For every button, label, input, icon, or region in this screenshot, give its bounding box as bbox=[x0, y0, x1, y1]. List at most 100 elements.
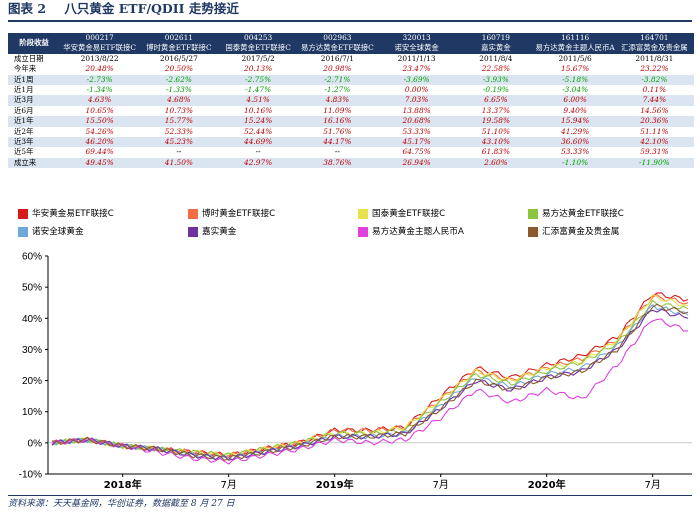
return-cell: 41.50% bbox=[139, 157, 219, 169]
return-cell: 23.22% bbox=[640, 64, 669, 74]
return-cell: 10.73% bbox=[164, 105, 193, 115]
table-row: 今年来 20.48% 20.50% 20.13% 20.98% 23.47% 22.58% 1… bbox=[8, 64, 694, 74]
return-cell: 10.16% bbox=[244, 105, 273, 115]
return-cell: -3.93% bbox=[456, 74, 536, 86]
return-cell: 20.48% bbox=[85, 64, 114, 74]
return-cell: 53.33% bbox=[561, 147, 590, 157]
fund-date: 2011/8/4 bbox=[456, 53, 536, 65]
source-note: 资料来源：天天基金网，华创证券，数据截至 8 月 27 日 bbox=[8, 495, 692, 512]
y-tick-label: 10% bbox=[22, 407, 42, 418]
fund-code: 320013 bbox=[377, 33, 457, 44]
return-cell: -1.47% bbox=[245, 85, 272, 95]
table-row: 近1周 -2.73% -2.62% -2.75% -2.71% -3.69% -3.93% -… bbox=[8, 74, 694, 86]
date-label: 成立日期 bbox=[8, 53, 60, 65]
y-tick-label: 20% bbox=[22, 376, 42, 387]
fund-name: 华安黄金易ETF联接C bbox=[60, 43, 140, 54]
return-cell: -11.90% bbox=[614, 157, 694, 169]
y-tick-label: 60% bbox=[22, 252, 42, 263]
return-cell: 15.94% bbox=[535, 116, 615, 127]
series-line bbox=[51, 308, 689, 461]
series-line bbox=[51, 294, 689, 458]
return-cell: -2.71% bbox=[297, 74, 377, 86]
legend-swatch bbox=[188, 226, 198, 237]
fund-code: 160719 bbox=[456, 33, 536, 44]
legend-item: 易方达黄金主题人民币A bbox=[358, 226, 464, 239]
row-label: 近6月 bbox=[14, 105, 34, 115]
x-tick-label: 2018年 bbox=[104, 478, 142, 491]
return-cell: 9.40% bbox=[563, 105, 587, 115]
fund-date: 2016/5/27 bbox=[139, 53, 219, 65]
table-row: 近1年 15.50% 15.77% 15.24% 16.16% 20.68% 19.58% 1… bbox=[8, 116, 694, 127]
return-cell: -3.82% bbox=[614, 74, 694, 86]
legend-item: 嘉实黄金 bbox=[188, 226, 236, 239]
fund-date: 2017/5/2 bbox=[218, 53, 298, 65]
line-chart: -10% 0% 10% 20% 30% 40% 50% 60% 2018年 7月 2019年 7月 20… bbox=[19, 252, 692, 491]
legend-item: 诺安全球黄金 bbox=[18, 226, 84, 239]
return-cell: 20.13% bbox=[244, 64, 273, 74]
legend-label: 博时黄金ETF联接C bbox=[202, 209, 276, 219]
row-label: 近3月 bbox=[8, 95, 60, 106]
return-cell: -2.62% bbox=[139, 74, 219, 86]
return-cell: 46.20% bbox=[60, 137, 140, 148]
return-cell: 7.03% bbox=[377, 95, 457, 106]
return-cell: -1.10% bbox=[535, 157, 615, 169]
return-cell: 6.65% bbox=[456, 95, 536, 106]
return-cell: 59.31% bbox=[640, 147, 669, 157]
return-cell: 13.88% bbox=[402, 105, 431, 115]
return-cell: 44.17% bbox=[297, 137, 377, 148]
y-tick-label: 30% bbox=[22, 345, 42, 356]
x-tick-label: 2019年 bbox=[316, 478, 354, 491]
return-cell: 44.69% bbox=[218, 137, 298, 148]
legend-item: 博时黄金ETF联接C bbox=[188, 208, 275, 221]
legend-label: 国泰黄金ETF联接C bbox=[372, 209, 446, 219]
table-row: 近5年 69.44% -- -- -- 64.75% 61.83% 53.33% 59.31% bbox=[8, 147, 694, 157]
x-tick-label: 7月 bbox=[220, 479, 236, 491]
return-cell: 52.44% bbox=[244, 126, 273, 136]
return-cell: 16.16% bbox=[297, 116, 377, 127]
return-cell: 4.68% bbox=[139, 95, 219, 106]
legend-item: 汇添富黄金及贵金属 bbox=[528, 226, 619, 239]
fund-code: 164701 bbox=[614, 33, 694, 44]
return-cell: -5.18% bbox=[535, 74, 615, 86]
table-row: 近3年 46.20% 45.23% 44.69% 44.17% 45.17% 43.10% 3… bbox=[8, 137, 694, 148]
performance-table: 阶段收益 000217 002611 004253 002963 320013 160719… bbox=[8, 33, 694, 169]
return-cell: 42.10% bbox=[614, 137, 694, 148]
return-cell: 38.76% bbox=[297, 157, 377, 169]
series-line bbox=[51, 292, 689, 459]
return-cell: -0.19% bbox=[482, 85, 509, 95]
return-cell: 26.94% bbox=[377, 157, 457, 169]
y-tick-label: -10% bbox=[19, 470, 42, 481]
series-line bbox=[51, 303, 689, 461]
return-cell: -2.73% bbox=[60, 74, 140, 86]
series-line bbox=[51, 304, 689, 461]
return-cell: -2.75% bbox=[218, 74, 298, 86]
fund-date: 2011/5/6 bbox=[535, 53, 615, 65]
return-cell: 49.45% bbox=[60, 157, 140, 169]
y-tick-label: 40% bbox=[22, 314, 42, 325]
legend-label: 华安黄金易ETF联接C bbox=[32, 209, 114, 219]
return-cell: -1.33% bbox=[165, 85, 192, 95]
fund-code: 004253 bbox=[218, 33, 298, 44]
row-label: 成立来 bbox=[8, 157, 60, 169]
series-line bbox=[51, 299, 689, 458]
fund-name: 博时黄金ETF联接C bbox=[139, 43, 219, 54]
row-label: 近5年 bbox=[14, 147, 34, 157]
table-row: 近3月 4.63% 4.68% 4.51% 4.83% 7.03% 6.65% 6.00% 7.… bbox=[8, 95, 694, 106]
return-cell: 13.37% bbox=[481, 105, 510, 115]
row-label: 今年来 bbox=[14, 64, 37, 74]
chart-legend: 华安黄金易ETF联接C 博时黄金ETF联接C 国泰黄金ETF联接C 易方达黄金ETF联… bbox=[18, 208, 698, 248]
y-tick-label: 50% bbox=[22, 283, 42, 294]
y-tick-label: 0% bbox=[28, 438, 43, 449]
fund-name: 诺安全球黄金 bbox=[377, 43, 457, 54]
legend-label: 汇添富黄金及贵金属 bbox=[542, 227, 620, 237]
legend-label: 易方达黄金主题人民币A bbox=[372, 227, 464, 237]
return-cell: -- bbox=[176, 147, 182, 157]
x-tick-label: 7月 bbox=[432, 479, 448, 491]
return-cell: 0.00% bbox=[404, 85, 429, 95]
return-cell: 23.47% bbox=[402, 64, 431, 74]
return-cell: 14.56% bbox=[640, 105, 669, 115]
figure-number: 图表 2 bbox=[8, 1, 47, 16]
return-cell: 41.29% bbox=[561, 126, 590, 136]
legend-swatch bbox=[358, 208, 368, 219]
return-cell: 11.09% bbox=[323, 105, 352, 115]
